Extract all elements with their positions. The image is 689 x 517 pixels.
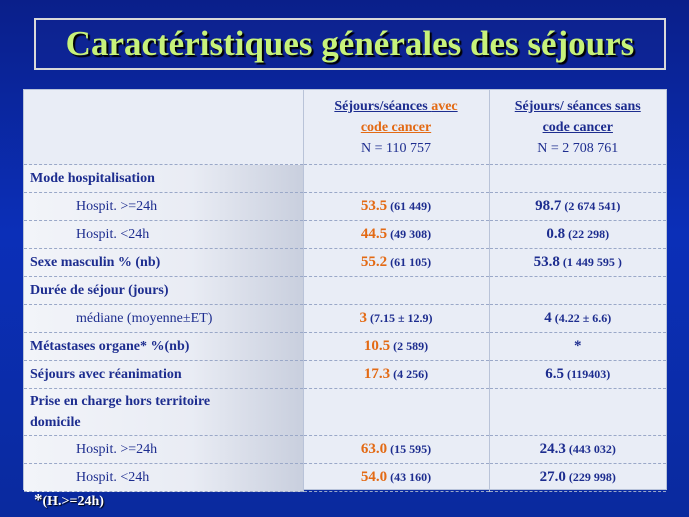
slide-title: Caractéristiques générales des séjours bbox=[65, 24, 635, 63]
row-label: Hospit. <24h bbox=[24, 220, 304, 249]
table-row: Métastases organe* %(nb) 10.5 (2 589) * bbox=[24, 332, 666, 361]
stats-table-container: Séjours/séances avec code cancer N = 110… bbox=[24, 90, 666, 492]
row-label: médiane (moyenne±ET) bbox=[24, 304, 304, 333]
row-label: Métastases organe* %(nb) bbox=[24, 332, 304, 361]
header-with-cancer: Séjours/séances avec code cancer N = 110… bbox=[303, 90, 490, 165]
title-box: Caractéristiques générales des séjours bbox=[34, 18, 666, 70]
row-label: Hospit. <24h bbox=[24, 463, 304, 492]
value-with-cancer: 53.5 (61 449) bbox=[303, 192, 490, 221]
value-without-cancer: 4 (4.22 ± 6.6) bbox=[489, 304, 666, 333]
table-row: Durée de séjour (jours) bbox=[24, 276, 666, 305]
row-label: Hospit. >=24h bbox=[24, 192, 304, 221]
footnote-star: * bbox=[34, 490, 43, 509]
header-without-cancer-line2: code cancer bbox=[542, 119, 613, 135]
table-row: Hospit. <24h 54.0 (43 160) 27.0 (229 998… bbox=[24, 463, 666, 492]
value-without-cancer: 0.8 (22 298) bbox=[489, 220, 666, 249]
row-label: Hospit. >=24h bbox=[24, 435, 304, 464]
table-row: Sexe masculin % (nb) 55.2 (61 105) 53.8 … bbox=[24, 248, 666, 277]
header-with-cancer-n: N = 110 757 bbox=[361, 140, 431, 156]
table-row: Hospit. >=24h 53.5 (61 449) 98.7 (2 674 … bbox=[24, 192, 666, 221]
value-with-cancer: 10.5 (2 589) bbox=[303, 332, 490, 361]
table-row: Hospit. <24h 44.5 (49 308) 0.8 (22 298) bbox=[24, 220, 666, 249]
value-with-cancer: 55.2 (61 105) bbox=[303, 248, 490, 277]
value-with-cancer: 63.0 (15 595) bbox=[303, 435, 490, 464]
value-without-cancer: * bbox=[489, 332, 666, 361]
row-label: Séjours avec réanimation bbox=[24, 360, 304, 389]
table-row: Séjours avec réanimation 17.3 (4 256) 6.… bbox=[24, 360, 666, 389]
value-without-cancer: 98.7 (2 674 541) bbox=[489, 192, 666, 221]
footnote: *(H.>=24h) bbox=[34, 490, 104, 510]
value-with-cancer: 17.3 (4 256) bbox=[303, 360, 490, 389]
header-empty-cell bbox=[24, 90, 304, 165]
row-label: Mode hospitalisation bbox=[24, 164, 304, 193]
footnote-text: (H.>=24h) bbox=[42, 494, 104, 509]
table-row: Hospit. >=24h 63.0 (15 595) 24.3 (443 03… bbox=[24, 435, 666, 464]
header-without-cancer-n: N = 2 708 761 bbox=[537, 140, 619, 156]
table-row: Prise en charge hors territoire domicile bbox=[24, 388, 666, 436]
value-without-cancer: 27.0 (229 998) bbox=[489, 463, 666, 492]
value-with-cancer: 3 (7.15 ± 12.9) bbox=[303, 304, 490, 333]
header-with-cancer-line1: Séjours/séances avec bbox=[334, 98, 458, 114]
stats-table: Séjours/séances avec code cancer N = 110… bbox=[24, 90, 666, 492]
value-without-cancer: 24.3 (443 032) bbox=[489, 435, 666, 464]
value-with-cancer: 54.0 (43 160) bbox=[303, 463, 490, 492]
header-with-cancer-line2: code cancer bbox=[360, 119, 432, 135]
table-header-row: Séjours/séances avec code cancer N = 110… bbox=[24, 90, 666, 165]
header-without-cancer: Séjours/ séances sans code cancer N = 2 … bbox=[489, 90, 666, 165]
header-without-cancer-line1: Séjours/ séances sans bbox=[514, 98, 641, 114]
value-with-cancer: 44.5 (49 308) bbox=[303, 220, 490, 249]
table-row: médiane (moyenne±ET) 3 (7.15 ± 12.9) 4 (… bbox=[24, 304, 666, 333]
value-without-cancer: 6.5 (119403) bbox=[489, 360, 666, 389]
row-label: Sexe masculin % (nb) bbox=[24, 248, 304, 277]
row-label: Prise en charge hors territoire domicile bbox=[24, 388, 304, 436]
table-row: Mode hospitalisation bbox=[24, 164, 666, 193]
value-without-cancer: 53.8 (1 449 595 ) bbox=[489, 248, 666, 277]
row-label: Durée de séjour (jours) bbox=[24, 276, 304, 305]
